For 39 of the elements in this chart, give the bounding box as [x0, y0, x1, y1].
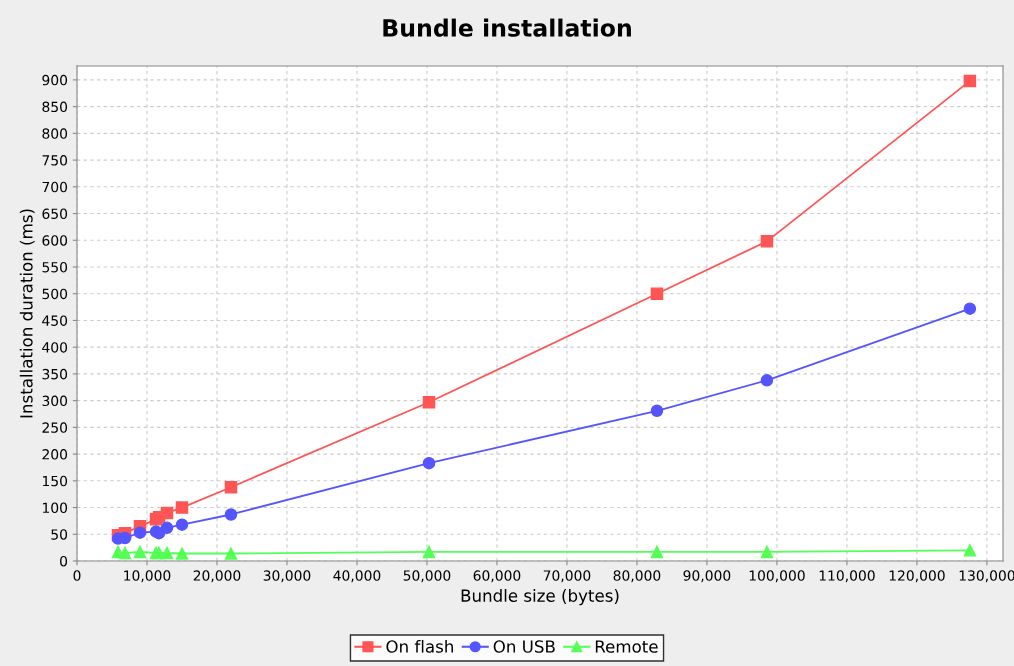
legend-label: On USB	[493, 640, 555, 653]
y-tick-label: 400	[42, 342, 68, 353]
chart-title: Bundle installation	[383, 18, 631, 37]
x-tick-label: 70,000	[543, 570, 591, 583]
y-tick-label: 200	[42, 449, 68, 460]
y-tick-label: 150	[42, 475, 68, 487]
x-tick-label: 40,000	[333, 570, 381, 583]
y-tick-label: 500	[42, 288, 68, 300]
x-tick-label: 130,000	[959, 570, 1014, 583]
y-tick-label: 250	[42, 422, 68, 433]
x-tick-label: 30,000	[263, 570, 311, 583]
x-tick-label: 90,000	[683, 570, 731, 583]
legend-label: On flash	[386, 639, 453, 653]
x-tick-label: 120,000	[889, 570, 945, 583]
y-tick-label: 0	[60, 555, 68, 567]
y-tick-label: 900	[42, 74, 68, 86]
y-tick-label: 600	[42, 235, 68, 246]
y-tick-label: 650	[42, 208, 68, 220]
x-tick-label: 10,000	[124, 570, 171, 583]
y-tick-label: 350	[42, 368, 68, 380]
y-tick-label: 700	[42, 181, 68, 193]
y-tick-label: 550	[42, 261, 68, 273]
y-tick-label: 750	[42, 155, 68, 166]
x-tick-label: 0	[73, 570, 81, 581]
y-tick-label: 300	[42, 395, 68, 407]
x-tick-label: 80,000	[613, 570, 661, 583]
x-tick-label: 60,000	[473, 570, 521, 583]
x-tick-label: 20,000	[193, 570, 241, 583]
x-tick-label: 50,000	[403, 570, 451, 583]
x-tick-label: 110,000	[819, 570, 875, 583]
legend-label: Remote	[595, 640, 658, 653]
y-tick-label: 50	[51, 529, 68, 540]
y-tick-label: 100	[42, 502, 68, 514]
y-tick-label: 850	[42, 101, 68, 113]
x-tick-label: 100,000	[749, 570, 805, 583]
y-tick-label: 450	[42, 315, 68, 326]
x-axis-title: Bundle size (bytes)	[461, 589, 619, 606]
y-tick-label: 800	[42, 128, 68, 139]
y-axis-title: Installation duration (ms)	[19, 209, 35, 418]
